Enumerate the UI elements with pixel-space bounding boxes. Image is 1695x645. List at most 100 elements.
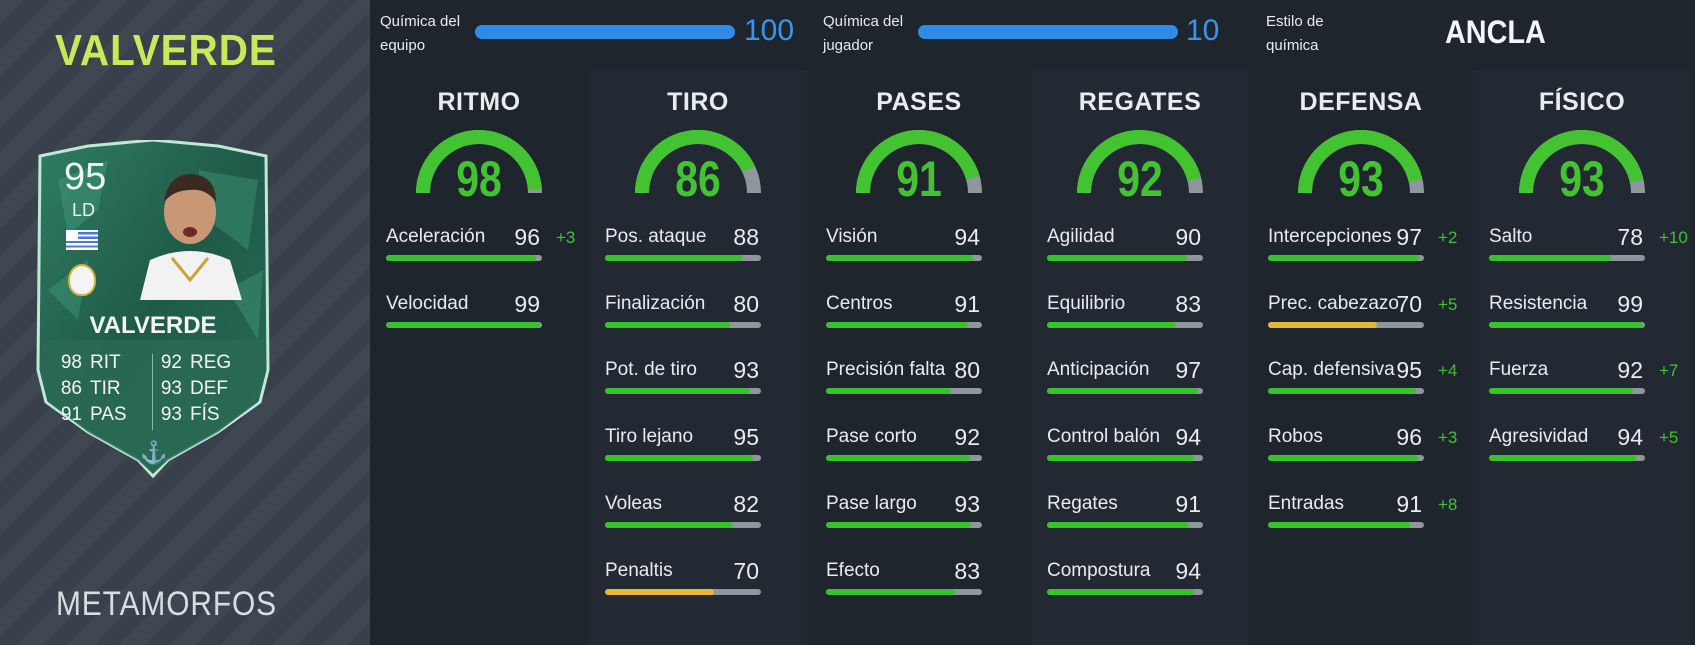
stat-bonus: +3 <box>556 228 576 247</box>
player-chemistry: Química del jugador 10 <box>813 0 1219 70</box>
stat-row: Pot. de tiro 93 <box>605 357 793 399</box>
team-chemistry-bar <box>475 25 735 39</box>
stat-row: Control balón 94 <box>1047 424 1235 466</box>
stat-row: Resistencia 99 <box>1489 291 1677 333</box>
stat-bonus: +10 <box>1659 228 1688 247</box>
stat-value: 70 <box>1396 290 1422 317</box>
stat-name: Entradas <box>1268 492 1345 514</box>
stat-bar <box>605 388 761 395</box>
stat-name: Finalización <box>605 292 706 314</box>
stat-bar <box>605 255 761 261</box>
stat-value: 80 <box>733 290 759 317</box>
category-value: 98 <box>456 151 502 207</box>
player-chemistry-value: 10 <box>1186 14 1220 47</box>
stat-bar <box>1047 255 1203 261</box>
stat-bar <box>1268 521 1424 528</box>
stat-row: Agresividad 94 +5 <box>1489 424 1679 466</box>
stat-bar <box>1047 455 1203 462</box>
stat-bonus: +2 <box>1438 228 1458 247</box>
gauge-fill <box>1519 130 1644 194</box>
stat-value: 99 <box>514 290 540 317</box>
card-stat: 86 TIR <box>60 378 121 399</box>
stat-value: 97 <box>1396 224 1422 250</box>
stat-bar <box>826 588 982 595</box>
stat-bar <box>1268 388 1424 395</box>
stat-row: Efecto 83 <box>826 557 1014 600</box>
stat-row: Compostura 94 <box>1047 557 1235 600</box>
stat-bar-fill <box>1489 388 1633 395</box>
stat-name: Aceleración <box>386 226 486 247</box>
stat-bar <box>1047 588 1203 595</box>
stat-name: Velocidad <box>386 292 469 314</box>
stat-bonus: +3 <box>1438 428 1458 448</box>
stat-name: Visión <box>826 226 878 247</box>
stat-bar-fill <box>1047 321 1177 328</box>
card-stat: 92 REG <box>160 352 232 373</box>
stat-row: Voleas 82 <box>605 490 793 533</box>
category-title: FÍSICO <box>1538 88 1626 116</box>
promo-name: METAMORFOS <box>56 585 278 623</box>
stat-row: Finalización 80 <box>605 290 793 333</box>
stat-name: Regates <box>1047 492 1118 514</box>
stat-row: Agilidad 90 <box>1047 224 1235 266</box>
team-chemistry-value: 100 <box>744 14 795 47</box>
stat-bar <box>826 321 982 328</box>
player-chemistry-bar <box>918 25 1178 39</box>
stat-value: 91 <box>1396 490 1422 517</box>
stat-bar <box>826 255 982 261</box>
stat-row: Velocidad 99 <box>386 290 574 333</box>
gauge-fill <box>1298 130 1423 194</box>
stat-value: 93 <box>733 357 759 384</box>
stat-value: 97 <box>1175 357 1201 384</box>
category-title: TIRO <box>667 88 729 116</box>
chemistry-bar: Química del equipo 100 Química del jugador… <box>370 0 1695 70</box>
stat-bar <box>826 388 982 395</box>
stat-value: 83 <box>954 557 980 584</box>
stat-bar <box>1047 388 1203 395</box>
stat-bar <box>386 255 542 261</box>
stat-row: Fuerza 92 +7 <box>1489 357 1678 399</box>
card-stat: 98 RIT <box>60 352 121 373</box>
stat-bar <box>605 321 761 328</box>
card-stat: 93 FÍS <box>160 404 220 425</box>
stat-bar-fill <box>826 588 956 595</box>
card-stat: 91 PAS <box>60 404 127 425</box>
stat-name: Tiro lejano <box>605 426 694 448</box>
stat-bar-fill <box>1047 388 1199 395</box>
category-tiro: TIRO 86 Pos. ataque 88 Finalización 80 Pot. de… <box>589 70 807 645</box>
stat-name: Precisión falta <box>826 359 946 381</box>
stat-name: Resistencia <box>1489 292 1588 314</box>
stat-value: 95 <box>1396 357 1422 384</box>
stat-row: Visión 94 <box>826 224 1014 266</box>
stat-name: Pase corto <box>826 426 917 448</box>
stat-value: 94 <box>1617 424 1643 451</box>
category-pases: PASES 91 Visión 94 Centros 91 Precisión falta 8… <box>810 70 1028 645</box>
stat-row: Robos 96 +3 <box>1268 424 1458 466</box>
stat-value: 94 <box>1175 557 1201 584</box>
stat-bar <box>1489 455 1645 462</box>
gauge-fill <box>635 130 755 194</box>
stat-bar-fill <box>1268 455 1418 462</box>
stat-name: Voleas <box>605 492 663 514</box>
stat-value: 88 <box>733 224 759 250</box>
card-position: LD <box>72 200 96 220</box>
card-divider <box>152 354 153 430</box>
stat-bar <box>1489 321 1645 328</box>
stat-value: 93 <box>954 490 980 517</box>
stat-bar-fill <box>826 455 970 462</box>
stat-name: Equilibrio <box>1047 292 1126 314</box>
stat-bar-fill <box>1489 321 1644 328</box>
stat-bar <box>1047 321 1203 328</box>
stat-bonus: +5 <box>1659 428 1679 448</box>
stat-bar <box>826 521 982 528</box>
stat-name: Pos. ataque <box>605 226 707 247</box>
stat-value: 78 <box>1617 224 1643 250</box>
stat-name: Prec. cabezazo <box>1268 292 1399 314</box>
category-gauge <box>856 130 982 194</box>
stat-row: Penaltis 70 <box>605 558 793 600</box>
stat-name: Pot. de tiro <box>605 359 697 381</box>
player-card[interactable]: 95 LD VALVERDE 98 RIT 92 REG 86 TIR 93 DEF 9… <box>28 140 278 480</box>
stat-bonus: +8 <box>1438 494 1458 514</box>
stat-row: Pos. ataque 88 <box>605 224 793 266</box>
stat-value: 82 <box>733 490 759 517</box>
